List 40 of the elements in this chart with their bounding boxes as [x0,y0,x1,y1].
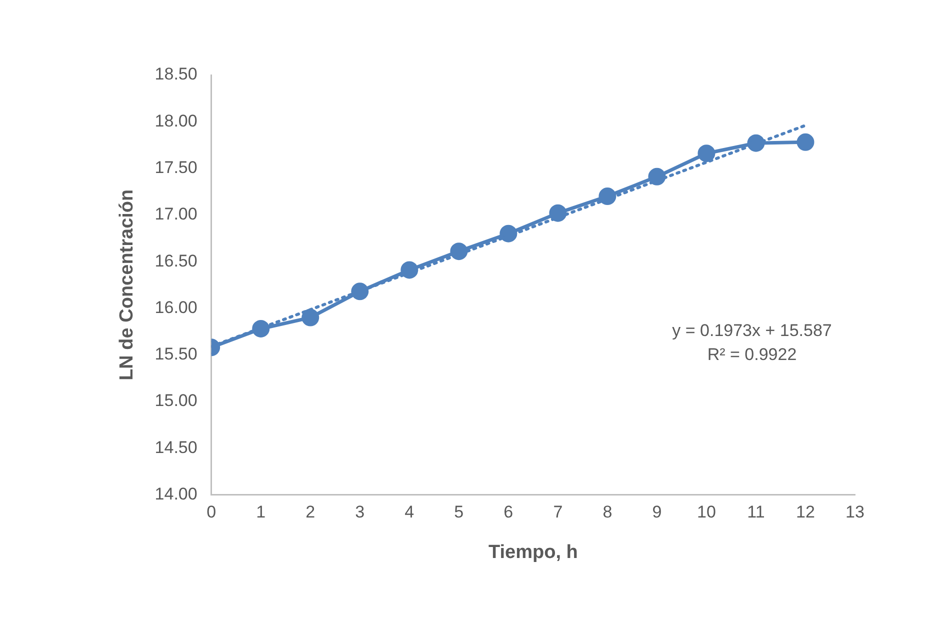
y-tick-label: 15.50 [154,344,198,364]
y-tick-label: 15.00 [154,391,198,410]
y-tick-label: 14.00 [154,484,198,504]
x-tick-label: 5 [454,502,464,522]
x-tick-label: 12 [796,502,815,522]
y-tick-label: 18.50 [154,64,198,84]
x-tick-label: 1 [256,502,266,522]
point [302,308,320,326]
x-tick-label: 11 [747,502,765,522]
x-tick-label: 7 [553,502,563,522]
y-tick-label: 16.00 [154,298,198,317]
point [400,261,418,279]
point [698,144,716,162]
y-tick-label: 18.00 [154,111,198,130]
point [450,242,468,260]
x-tick-label: 10 [697,502,716,522]
point [747,134,765,152]
y-tick-label: 14.50 [154,438,198,457]
point [549,204,567,222]
point [252,320,270,338]
point [351,282,369,300]
annotation: R² = 0.9922 [707,344,797,364]
x-tick-label: 8 [602,502,612,522]
x-tick-label: 3 [355,502,365,522]
point [500,224,518,242]
y-tick-label: 17.50 [154,158,198,177]
x-tick-label: 9 [652,502,662,522]
point [796,133,814,151]
point [648,168,666,186]
x-tick-label: 4 [404,502,414,522]
point [598,188,616,206]
annotation: y = 0.1973x + 15.587 [672,320,832,340]
y-tick-label: 17.00 [154,204,198,224]
x-tick-label: 6 [504,502,514,522]
x-tick-label: 13 [846,502,864,522]
y-tick-label: 16.50 [154,251,198,270]
y-axis-title: LN de Concentración [116,189,138,380]
x-axis-title: Tiempo, h [488,542,578,563]
x-tick-label: 2 [306,502,316,522]
x-tick-label: 0 [206,502,216,522]
